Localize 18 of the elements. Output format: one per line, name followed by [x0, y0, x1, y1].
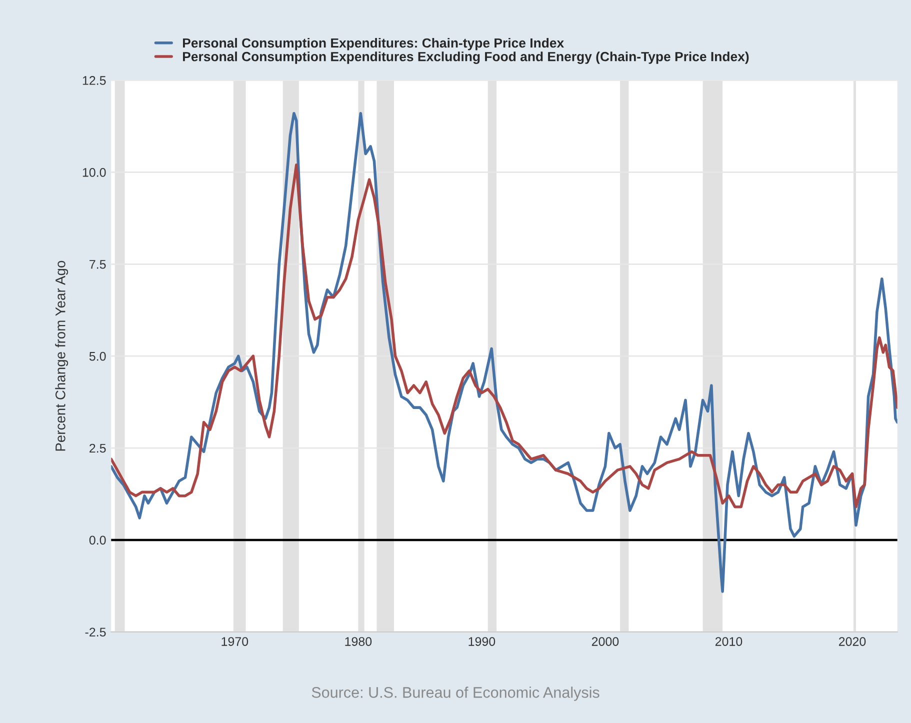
y-tick-label: 5.0 [89, 352, 106, 361]
y-tick-label: -2.5 [85, 628, 106, 637]
y-tick-label: 12.5 [82, 76, 106, 85]
x-tick-label: 1980 [345, 637, 372, 646]
y-tick-label: 7.5 [90, 260, 106, 269]
y-tick-label: 10.0 [82, 168, 106, 177]
legend-label: Personal Consumption Expenditures: Chain-type Price Index [183, 38, 564, 50]
line-series [111, 163, 898, 508]
source-note: Source: U.S. Bureau of Economic Analysis [312, 686, 600, 701]
legend-label: Personal Consumption Expenditures Excluding Food and Energy (Chain-Type Price Index) [183, 52, 749, 64]
y-axis-title: Percent Change from Year Ago [55, 260, 68, 451]
x-tick-label: 2020 [838, 637, 866, 646]
x-tick-label: 2010 [715, 637, 742, 646]
x-tick-label: 2000 [592, 637, 619, 646]
y-tick-label: 2.5 [90, 444, 106, 453]
y-tick-label: 0.0 [89, 536, 106, 545]
x-tick-label: 1990 [468, 637, 496, 646]
x-tick-label: 1970 [222, 637, 248, 646]
